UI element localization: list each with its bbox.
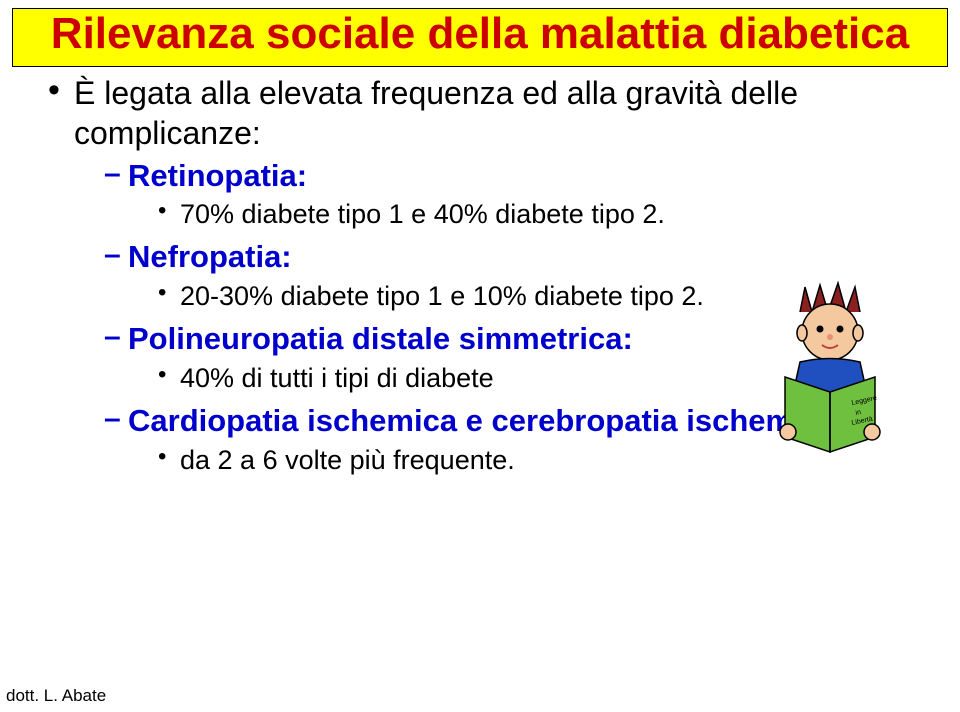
child-reading-icon: Leggere in Libertà [730, 277, 930, 467]
list-item: 70% diabete tipo 1 e 40% diabete tipo 2. [158, 197, 930, 232]
intro-text: È legata alla elevata frequenza ed alla … [74, 73, 930, 153]
bullet-list-level3: 70% diabete tipo 1 e 40% diabete tipo 2. [158, 197, 930, 232]
slide-content: È legata alla elevata frequenza ed alla … [0, 67, 960, 478]
slide-title: Rilevanza sociale della malattia diabeti… [21, 9, 939, 60]
complication-detail: 20-30% diabete tipo 1 e 10% diabete tipo… [180, 281, 704, 311]
complication-detail: da 2 a 6 volte più frequente. [180, 445, 515, 475]
list-item: Retinopatia: 70% diabete tipo 1 e 40% di… [104, 157, 930, 233]
complication-label: Nefropatia: [128, 238, 930, 277]
complication-detail: 70% diabete tipo 1 e 40% diabete tipo 2. [180, 199, 665, 229]
complication-label: Retinopatia: [128, 157, 930, 196]
slide-title-box: Rilevanza sociale della malattia diabeti… [12, 8, 948, 67]
complication-detail: 40% di tutti i tipi di diabete [180, 363, 494, 393]
footer-author: dott. L. Abate [6, 686, 106, 706]
